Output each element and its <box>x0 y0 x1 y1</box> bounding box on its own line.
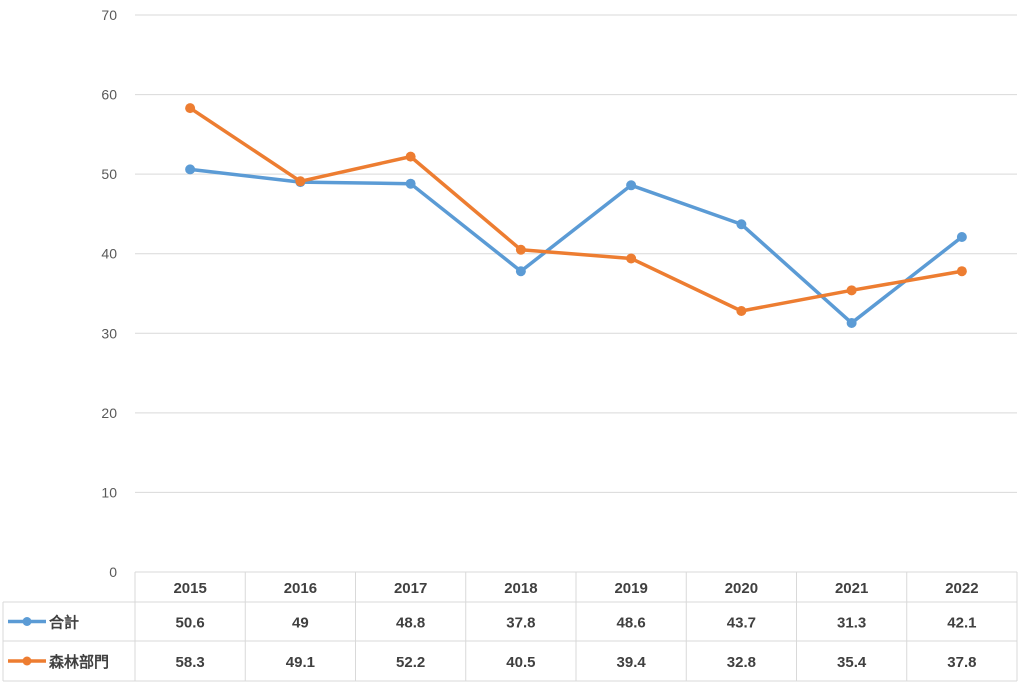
y-axis-ticks: 0 10 20 30 40 50 60 70 <box>101 7 117 580</box>
data-table-value: 58.3 <box>176 654 205 671</box>
x-category-label: 2021 <box>835 580 868 597</box>
data-table-value: 40.5 <box>506 654 535 671</box>
data-table-value: 37.8 <box>506 615 535 632</box>
data-point <box>405 178 416 189</box>
x-category-label: 2015 <box>173 580 206 597</box>
data-point <box>295 176 306 187</box>
data-table-value: 48.8 <box>396 615 425 632</box>
data-table-value: 32.8 <box>727 654 756 671</box>
x-category-label: 2019 <box>614 580 647 597</box>
legend-series-name: 森林部門 <box>49 653 109 671</box>
data-table-value: 42.1 <box>947 615 976 632</box>
data-point <box>736 306 747 317</box>
y-tick-label: 0 <box>109 564 117 580</box>
data-point <box>515 244 526 255</box>
data-table-value: 49.1 <box>286 654 315 671</box>
y-tick-label: 50 <box>101 166 117 182</box>
data-point <box>185 103 196 114</box>
data-point <box>405 151 416 162</box>
data-table-value: 31.3 <box>837 615 866 632</box>
x-category-label: 2020 <box>725 580 758 597</box>
data-point <box>956 232 967 243</box>
y-tick-label: 10 <box>101 484 117 500</box>
data-table-value: 39.4 <box>617 654 647 671</box>
data-table-value: 43.7 <box>727 615 756 632</box>
data-point <box>626 253 637 264</box>
x-category-label: 2022 <box>945 580 978 597</box>
data-point <box>956 266 967 277</box>
y-tick-label: 40 <box>101 246 117 262</box>
data-point <box>736 219 747 230</box>
series-line <box>188 106 964 313</box>
x-category-label: 2018 <box>504 580 537 597</box>
x-category-label: 2017 <box>394 580 427 597</box>
legend-marker <box>22 656 32 666</box>
series-line <box>188 167 964 325</box>
data-point <box>185 164 196 175</box>
data-table-value: 49 <box>292 615 309 632</box>
data-table-value: 48.6 <box>617 615 646 632</box>
data-table-value: 50.6 <box>176 615 205 632</box>
series-lines <box>185 103 967 328</box>
legend-marker <box>22 617 32 626</box>
data-table-value: 35.4 <box>837 654 867 671</box>
data-point <box>846 317 857 328</box>
data-point <box>626 180 637 191</box>
y-tick-label: 60 <box>101 87 117 103</box>
data-table-value: 52.2 <box>396 654 425 671</box>
x-category-label: 2016 <box>284 580 317 597</box>
y-tick-label: 20 <box>101 405 117 421</box>
legend-series-name: 合計 <box>48 614 79 632</box>
gridlines <box>135 14 1017 493</box>
data-table-value: 37.8 <box>947 654 976 671</box>
data-table: 2015 2016 2017 2018 2019 2020 2021 2022 合計 50.6 49… <box>2 571 1018 682</box>
y-tick-label: 70 <box>101 7 117 23</box>
data-point <box>515 266 526 277</box>
y-tick-label: 30 <box>101 325 117 341</box>
data-point <box>846 285 857 296</box>
